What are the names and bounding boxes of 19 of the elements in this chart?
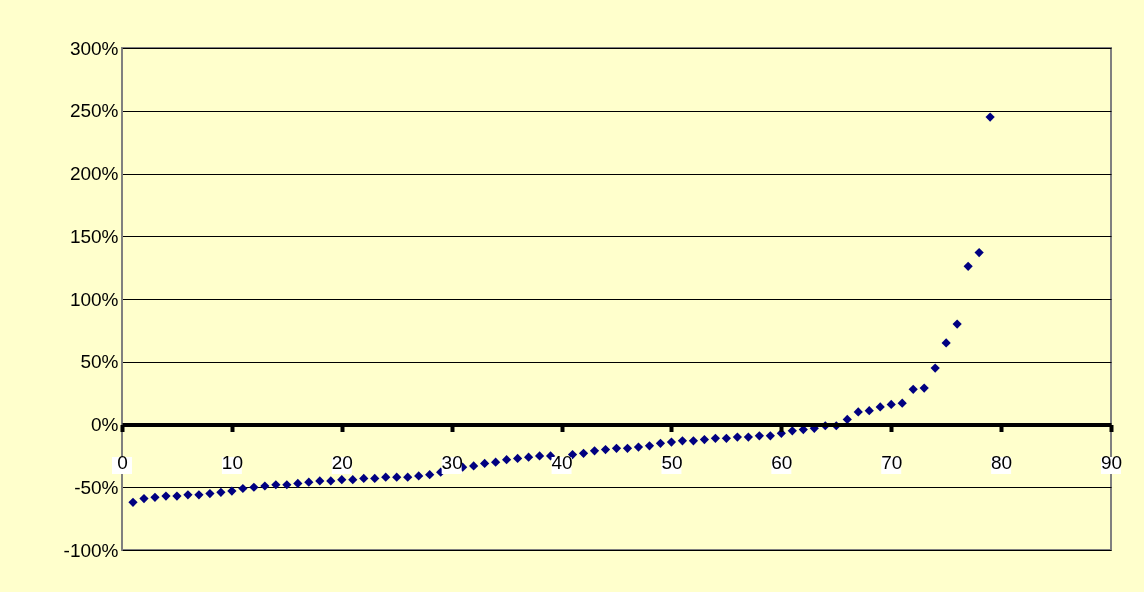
x-tick-label: 0 [117,452,128,473]
x-tick-label: 20 [331,452,353,473]
y-tick-label: 100% [69,288,119,310]
y-tick-label: 150% [69,225,119,247]
x-tick-label: 80 [991,452,1013,473]
x-tick-label: 30 [441,452,463,473]
x-tick-label: 10 [221,452,243,473]
y-tick-label: 300% [69,37,119,59]
x-tick-label: 60 [771,452,793,473]
x-tick-label: 50 [661,452,683,473]
y-tick-label: 50% [80,351,119,373]
y-tick-label: -50% [74,476,119,498]
x-tick-label: 70 [881,452,903,473]
y-tick-label: -100% [63,539,119,561]
y-tick-label: 0% [91,414,119,435]
x-tick-label: 90 [1100,452,1123,473]
x-tick-label: 40 [551,452,573,473]
y-tick-label: 200% [69,163,119,184]
y-tick-label: 250% [69,100,119,122]
